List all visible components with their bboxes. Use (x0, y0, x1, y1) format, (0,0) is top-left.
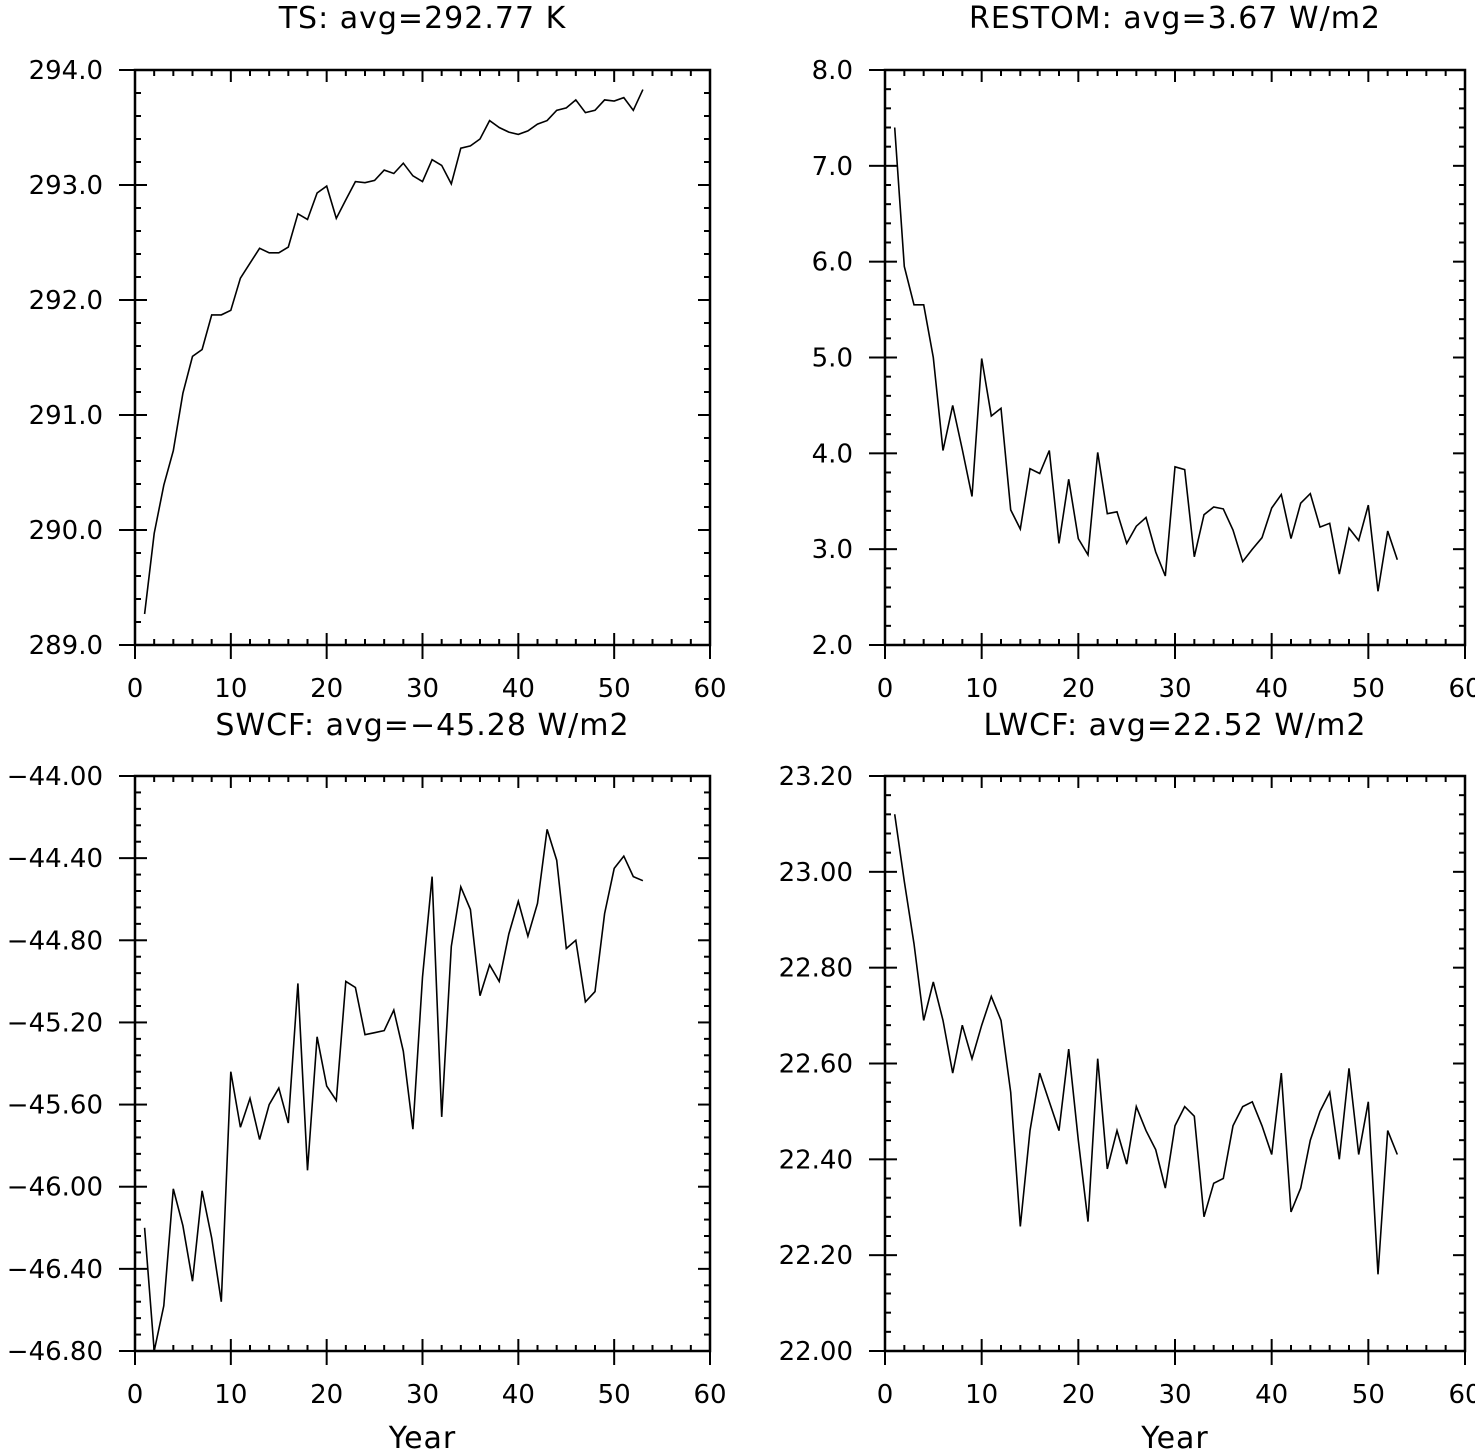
y-tick-label: 22.00 (779, 1337, 853, 1367)
x-tick-label: 60 (693, 674, 726, 704)
y-tick-label: 292.0 (29, 286, 103, 316)
x-tick-label: 20 (1062, 674, 1095, 704)
y-tick-label: 22.60 (779, 1050, 853, 1080)
y-tick-label: −46.00 (7, 1173, 103, 1203)
x-tick-label: 40 (502, 1380, 535, 1410)
x-tick-label: 0 (127, 674, 144, 704)
y-tick-label: −45.60 (7, 1091, 103, 1121)
y-tick-label: 23.20 (779, 762, 853, 792)
x-tick-label: 10 (214, 1380, 247, 1410)
chart-title: TS: avg=292.77 K (278, 1, 567, 36)
y-tick-label: −44.80 (7, 926, 103, 956)
y-tick-label: 6.0 (812, 248, 853, 278)
x-tick-label: 40 (502, 674, 535, 704)
series-line (143, 89, 644, 615)
y-tick-label: 7.0 (812, 152, 853, 182)
y-tick-label: 289.0 (29, 631, 103, 661)
x-tick-label: 0 (877, 1380, 894, 1410)
x-tick-label: 20 (310, 674, 343, 704)
y-tick-label: 293.0 (29, 171, 103, 201)
x-axis-title: Year (388, 1421, 457, 1452)
chart-title: SWCF: avg=−45.28 W/m2 (215, 708, 629, 743)
x-tick-label: 20 (1062, 1380, 1095, 1410)
series-line (893, 127, 1399, 592)
y-tick-label: 22.20 (779, 1241, 853, 1271)
plot-frame (883, 68, 1467, 647)
x-tick-label: 30 (406, 674, 439, 704)
y-tick-label: −44.00 (7, 762, 103, 792)
x-tick-label: 50 (1352, 1380, 1385, 1410)
y-tick-label: 22.80 (779, 954, 853, 984)
x-tick-label: 0 (877, 674, 894, 704)
panel-restom: RESTOM: avg=3.67 W/m2 0 10 20 30 40 50 60 2.0 3.… (812, 1, 1475, 704)
panel-lwcf: LWCF: avg=22.52 W/m2 Year 0 10 20 30 40 50 60 2… (779, 708, 1475, 1452)
x-tick-label: 30 (1158, 1380, 1191, 1410)
y-tick-label: 23.00 (779, 858, 853, 888)
x-tick-label: 0 (127, 1380, 144, 1410)
y-tick-label: −45.20 (7, 1008, 103, 1038)
x-tick-label: 50 (598, 674, 631, 704)
y-tick-label: 294.0 (29, 56, 103, 86)
x-tick-label: 50 (598, 1380, 631, 1410)
y-tick-label: 22.40 (779, 1145, 853, 1175)
plot-frame (133, 68, 712, 647)
y-tick-label: 4.0 (812, 439, 853, 469)
x-tick-label: 30 (406, 1380, 439, 1410)
panel-ts: TS: avg=292.77 K 0 10 20 30 40 50 60 289.0 290.0… (29, 1, 727, 704)
x-axis-title: Year (1140, 1421, 1209, 1452)
y-tick-label: 290.0 (29, 516, 103, 546)
x-tick-label: 60 (1448, 1380, 1475, 1410)
y-tick-label: −46.80 (7, 1337, 103, 1367)
y-tick-label: −46.40 (7, 1255, 103, 1285)
x-tick-label: 40 (1255, 1380, 1288, 1410)
y-tick-label: 8.0 (812, 56, 853, 86)
y-tick-label: −44.40 (7, 844, 103, 874)
plot-frame (133, 774, 712, 1353)
panel-swcf: SWCF: avg=−45.28 W/m2 Year 0 10 20 30 40 50 60… (7, 708, 727, 1452)
x-tick-label: 50 (1352, 674, 1385, 704)
y-tick-label: 3.0 (812, 535, 853, 565)
y-tick-label: 2.0 (812, 631, 853, 661)
x-tick-label: 10 (965, 1380, 998, 1410)
series-line (893, 814, 1399, 1275)
series-line (143, 829, 644, 1352)
x-tick-label: 30 (1158, 674, 1191, 704)
x-tick-label: 10 (965, 674, 998, 704)
y-tick-label: 291.0 (29, 401, 103, 431)
x-tick-label: 60 (693, 1380, 726, 1410)
x-tick-label: 40 (1255, 674, 1288, 704)
x-tick-label: 10 (214, 674, 247, 704)
x-tick-label: 20 (310, 1380, 343, 1410)
x-tick-label: 60 (1448, 674, 1475, 704)
chart-title: RESTOM: avg=3.67 W/m2 (969, 1, 1381, 36)
chart-title: LWCF: avg=22.52 W/m2 (984, 708, 1367, 743)
y-tick-label: 5.0 (812, 344, 853, 374)
